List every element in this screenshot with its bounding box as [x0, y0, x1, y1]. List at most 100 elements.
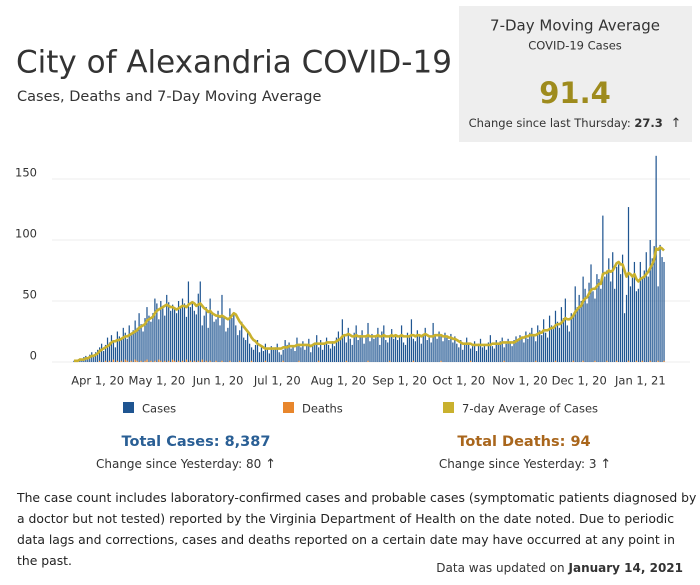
case-bar	[586, 303, 588, 362]
case-bar	[154, 298, 156, 362]
case-bar	[93, 355, 95, 362]
y-tick-label: 100	[15, 227, 37, 241]
case-bar	[320, 340, 322, 362]
case-bar	[343, 335, 345, 362]
case-bar	[416, 330, 418, 362]
case-bar	[116, 331, 119, 362]
death-bar	[174, 360, 176, 362]
death-bar	[250, 360, 253, 362]
case-bar	[211, 313, 213, 362]
x-tick-label: Jun 1, 20	[192, 374, 244, 388]
case-bar	[353, 332, 355, 362]
case-bar	[460, 340, 462, 362]
death-bar	[99, 360, 101, 362]
case-bar	[631, 276, 634, 362]
case-bar	[627, 207, 630, 362]
case-bar	[625, 294, 628, 362]
case-bar	[572, 315, 574, 362]
death-bar	[318, 360, 320, 362]
case-bar	[118, 336, 120, 362]
case-bar	[256, 340, 259, 362]
death-bar	[239, 360, 241, 362]
case-bar	[203, 315, 205, 362]
case-bar	[213, 321, 215, 362]
kpi-arrow: ↑	[670, 116, 681, 131]
death-bar	[144, 360, 146, 362]
case-bar	[596, 274, 598, 362]
case-bar	[497, 344, 499, 362]
case-bar	[458, 347, 460, 362]
death-bar	[627, 360, 630, 362]
cases-arrow: ↑	[265, 457, 276, 472]
case-bar	[414, 341, 416, 362]
death-bar	[116, 360, 119, 362]
case-bar	[245, 340, 247, 362]
case-bar	[359, 335, 361, 362]
case-bar	[379, 344, 381, 362]
case-bar	[521, 337, 523, 362]
case-bar	[170, 310, 172, 362]
case-bar	[397, 340, 399, 362]
case-bar	[252, 349, 255, 362]
legend-swatch	[123, 402, 134, 413]
case-bar	[126, 338, 128, 362]
case-bar	[183, 303, 186, 362]
death-bar	[146, 359, 148, 362]
death-bar	[221, 360, 223, 362]
case-bar	[128, 325, 130, 362]
case-bar	[629, 286, 632, 362]
case-bar	[357, 340, 359, 362]
case-bar	[663, 261, 665, 362]
case-bar	[515, 336, 517, 362]
case-bar	[205, 307, 207, 362]
case-bar	[365, 337, 367, 362]
case-bar	[140, 324, 142, 362]
deaths-change-label: Change since Yesterday:	[439, 457, 585, 471]
case-bar	[97, 349, 99, 362]
case-bar	[410, 319, 413, 362]
case-bar	[604, 276, 606, 362]
case-bar	[574, 286, 576, 362]
case-bar	[426, 340, 428, 362]
case-bar	[440, 336, 442, 362]
case-bar	[408, 337, 411, 362]
y-tick-label: 50	[22, 288, 37, 302]
case-bar	[225, 331, 227, 362]
death-bar	[663, 360, 665, 362]
case-bar	[371, 333, 373, 362]
case-bar	[517, 340, 519, 362]
death-bar	[172, 359, 174, 362]
case-bar	[217, 310, 219, 362]
total-cases-label: Total Cases:	[122, 434, 220, 450]
case-bar	[616, 266, 618, 362]
case-bar	[621, 254, 624, 362]
case-bar	[341, 319, 343, 362]
case-bar	[430, 342, 432, 362]
death-bar	[412, 360, 415, 362]
death-bar	[572, 360, 574, 362]
case-bar	[491, 346, 493, 362]
case-bar	[282, 349, 284, 362]
death-bar	[160, 360, 162, 362]
death-bar	[470, 360, 472, 362]
case-bar	[452, 342, 454, 362]
case-bar	[548, 315, 551, 362]
case-bar	[264, 343, 267, 362]
case-bar	[489, 335, 491, 362]
death-bar	[126, 360, 128, 362]
case-bar	[649, 240, 651, 362]
x-tick-label: Dec 1, 20	[552, 374, 607, 388]
case-bar	[296, 337, 298, 362]
y-tick-label: 0	[30, 349, 37, 363]
plot: 0 50 100 150 Apr 1, 20 May 1, 20 Jun 1, 20 Jul …	[15, 155, 690, 416]
x-tick-label: Oct 1, 20	[432, 374, 485, 388]
x-tick-label: Nov 1, 20	[492, 374, 547, 388]
case-bar	[308, 338, 310, 362]
case-bar	[454, 336, 456, 362]
updated-label: Data was updated on	[436, 561, 564, 575]
case-bar	[239, 330, 241, 362]
case-bar	[633, 261, 636, 362]
death-bar	[616, 360, 618, 362]
case-bar	[420, 343, 422, 362]
case-bar	[657, 286, 659, 362]
